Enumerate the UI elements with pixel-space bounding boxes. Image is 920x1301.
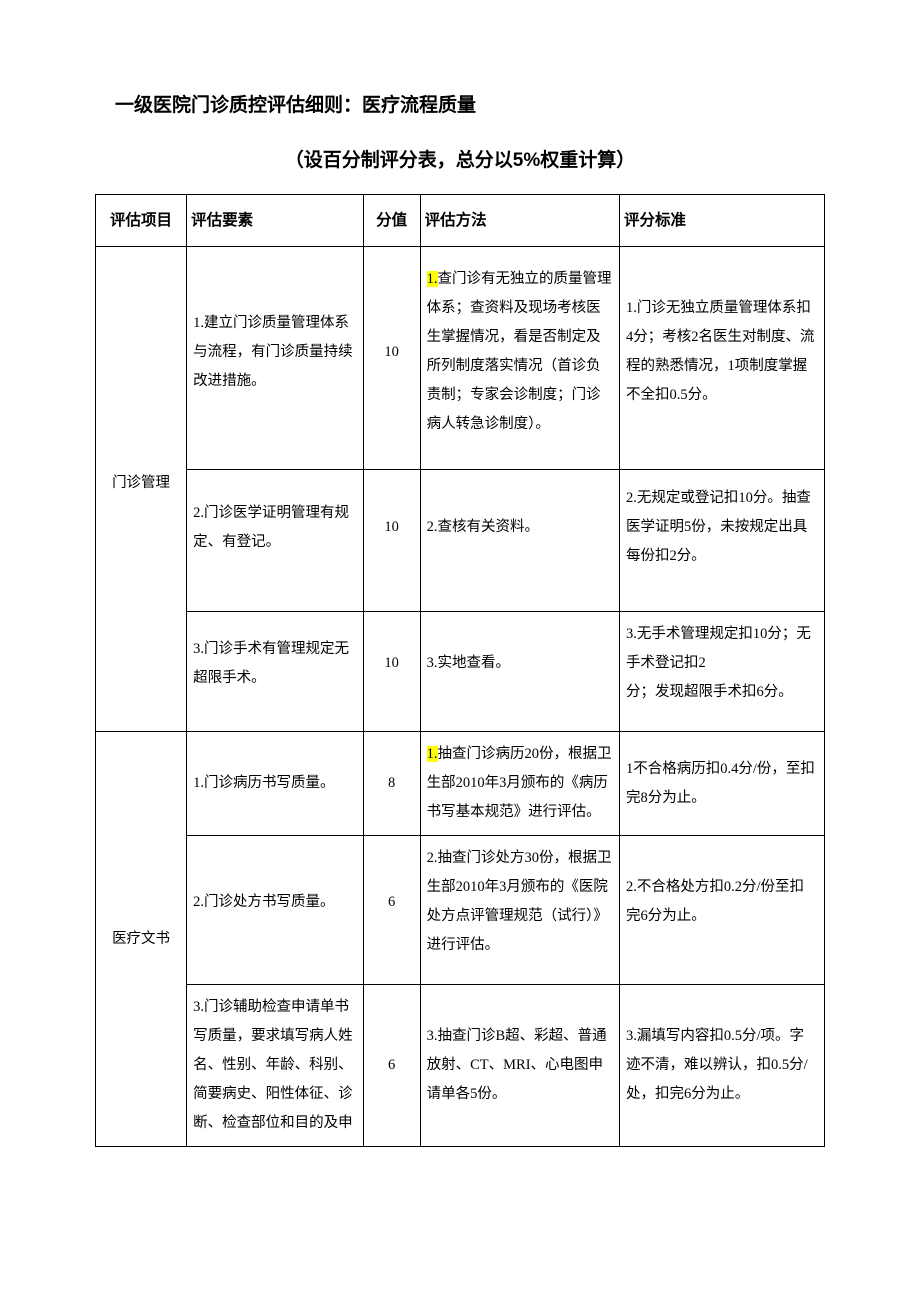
element-cell: 1.建立门诊质量管理体系与流程，有门诊质量持续改进措施。 <box>187 247 364 470</box>
score-cell: 10 <box>363 470 420 612</box>
document-title: 一级医院门诊质控评估细则：医疗流程质量 <box>115 90 825 117</box>
standard-cell: 1不合格病历扣0.4分/份，至扣完8分为止。 <box>619 732 824 836</box>
method-cell: 1.抽查门诊病历20份，根据卫生部2010年3月颁布的《病历书写基本规范》进行评… <box>420 732 619 836</box>
standard-cell: 2.不合格处方扣0.2分/份至扣完6分为止。 <box>619 836 824 985</box>
table-row: 3.门诊手术有管理规定无超限手术。103.实地查看。3.无手术管理规定扣10分；… <box>96 612 825 732</box>
standard-cell: 3.无手术管理规定扣10分；无手术登记扣2分；发现超限手术扣6分。 <box>619 612 824 732</box>
table-row: 3.门诊辅助检查申请单书写质量，要求填写病人姓名、性别、年龄、科别、简要病史、阳… <box>96 985 825 1147</box>
element-cell: 2.门诊医学证明管理有规定、有登记。 <box>187 470 364 612</box>
highlight-span: 1. <box>427 746 438 762</box>
score-cell: 10 <box>363 612 420 732</box>
project-cell: 医疗文书 <box>96 732 187 1147</box>
element-cell: 1.门诊病历书写质量。 <box>187 732 364 836</box>
method-cell: 1.查门诊有无独立的质量管理体系；查资料及现场考核医生掌握情况，看是否制定及所列… <box>420 247 619 470</box>
document-subtitle: （设百分制评分表，总分以5%权重计算） <box>95 145 825 172</box>
score-cell: 8 <box>363 732 420 836</box>
standard-cell: 2.无规定或登记扣10分。抽查医学证明5份，未按规定出具每份扣2分。 <box>619 470 824 612</box>
table-row: 2.门诊处方书写质量。62.抽查门诊处方30份，根据卫生部2010年3月颁布的《… <box>96 836 825 985</box>
table-header-row: 评估项目 评估要素 分值 评估方法 评分标准 <box>96 195 825 247</box>
evaluation-table: 评估项目 评估要素 分值 评估方法 评分标准 门诊管理1.建立门诊质量管理体系与… <box>95 194 825 1147</box>
table-row: 2.门诊医学证明管理有规定、有登记。102.查核有关资料。2.无规定或登记扣10… <box>96 470 825 612</box>
method-cell: 3.抽查门诊B超、彩超、普通放射、CT、MRI、心电图申请单各5份。 <box>420 985 619 1147</box>
element-cell: 3.门诊辅助检查申请单书写质量，要求填写病人姓名、性别、年龄、科别、简要病史、阳… <box>187 985 364 1147</box>
method-cell: 3.实地查看。 <box>420 612 619 732</box>
highlight-span: 1. <box>427 271 438 287</box>
table-row: 门诊管理1.建立门诊质量管理体系与流程，有门诊质量持续改进措施。101.查门诊有… <box>96 247 825 470</box>
header-standard: 评分标准 <box>619 195 824 247</box>
method-cell: 2.抽查门诊处方30份，根据卫生部2010年3月颁布的《医院处方点评管理规范（试… <box>420 836 619 985</box>
score-cell: 10 <box>363 247 420 470</box>
header-element: 评估要素 <box>187 195 364 247</box>
method-cell: 2.查核有关资料。 <box>420 470 619 612</box>
header-method: 评估方法 <box>420 195 619 247</box>
element-cell: 3.门诊手术有管理规定无超限手术。 <box>187 612 364 732</box>
header-project: 评估项目 <box>96 195 187 247</box>
score-cell: 6 <box>363 836 420 985</box>
element-cell: 2.门诊处方书写质量。 <box>187 836 364 985</box>
header-score: 分值 <box>363 195 420 247</box>
table-row: 医疗文书1.门诊病历书写质量。81.抽查门诊病历20份，根据卫生部2010年3月… <box>96 732 825 836</box>
project-cell: 门诊管理 <box>96 247 187 732</box>
standard-cell: 1.门诊无独立质量管理体系扣4分；考核2名医生对制度、流程的熟悉情况，1项制度掌… <box>619 247 824 470</box>
score-cell: 6 <box>363 985 420 1147</box>
standard-cell: 3.漏填写内容扣0.5分/项。字迹不清，难以辨认，扣0.5分/处，扣完6分为止。 <box>619 985 824 1147</box>
